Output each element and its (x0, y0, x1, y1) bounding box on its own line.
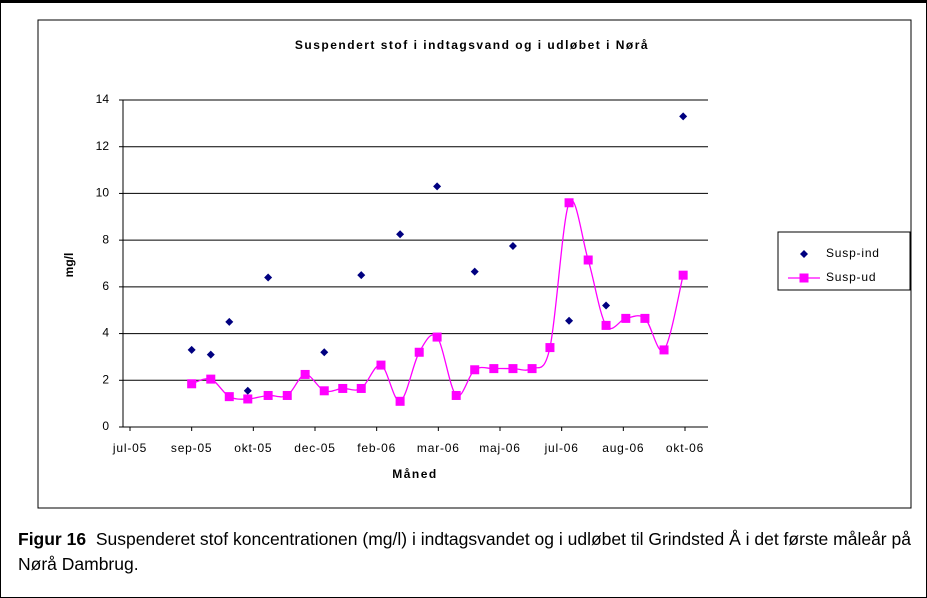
diamond-marker (679, 112, 688, 121)
square-marker (356, 383, 366, 393)
diamond-marker (565, 316, 574, 325)
square-marker (564, 198, 574, 208)
square-marker (508, 364, 518, 374)
square-marker (206, 374, 216, 384)
square-marker (799, 273, 809, 283)
diamond-marker (320, 348, 329, 357)
x-tick-label: mar-06 (417, 441, 460, 455)
y-tick-label: 12 (96, 139, 110, 153)
y-tick-label: 8 (102, 232, 109, 246)
x-tick-label: aug-06 (602, 441, 644, 455)
square-marker (263, 390, 273, 400)
caption-label: Figur 16 (18, 529, 87, 549)
y-tick-label: 2 (102, 372, 109, 386)
y-tick-label: 10 (96, 186, 110, 200)
diamond-marker (602, 301, 611, 310)
diamond-marker (206, 350, 215, 359)
y-tick-label: 14 (96, 92, 110, 106)
square-marker (583, 255, 593, 265)
series-line (191, 199, 684, 402)
square-marker (621, 313, 631, 323)
square-marker (678, 270, 688, 280)
diamond-marker (225, 317, 234, 326)
x-tick-label: okt-05 (234, 441, 272, 455)
x-axis-label: Måned (392, 467, 438, 481)
square-marker (224, 392, 234, 402)
y-tick-label: 0 (102, 419, 109, 433)
square-marker (414, 347, 424, 357)
square-marker (243, 394, 253, 404)
square-marker (319, 386, 329, 396)
y-axis-label: mg/l (62, 253, 76, 278)
diamond-marker (187, 345, 196, 354)
x-tick-label: sep-05 (171, 441, 213, 455)
x-tick-label: feb-06 (357, 441, 396, 455)
diamond-marker (264, 273, 273, 282)
square-marker (659, 345, 669, 355)
square-marker (640, 313, 650, 323)
square-marker (282, 390, 292, 400)
diamond-marker (508, 241, 517, 250)
square-marker (376, 360, 386, 370)
legend-label: Susp-ind (826, 246, 880, 260)
square-marker (451, 390, 461, 400)
diamond-marker (800, 250, 808, 258)
square-marker (300, 369, 310, 379)
caption-text: Suspenderet stof koncentrationen (mg/l) … (18, 529, 911, 574)
square-marker (395, 396, 405, 406)
square-marker (545, 343, 555, 353)
legend-label: Susp-ud (826, 270, 876, 284)
diamond-marker (396, 230, 405, 239)
chart-title: Suspendert stof i indtagsvand og i udløb… (295, 38, 649, 52)
square-marker (527, 364, 537, 374)
x-tick-label: maj-06 (479, 441, 520, 455)
diamond-marker (357, 271, 366, 280)
square-marker (187, 379, 197, 389)
square-marker (489, 364, 499, 374)
y-tick-label: 4 (102, 326, 109, 340)
square-marker (601, 320, 611, 330)
x-tick-label: jul-05 (112, 441, 147, 455)
square-marker (338, 383, 348, 393)
x-tick-label: dec-05 (294, 441, 336, 455)
y-tick-label: 6 (102, 279, 109, 293)
diamond-marker (243, 386, 252, 395)
x-tick-label: jul-06 (544, 441, 579, 455)
caption: Figur 16 Suspenderet stof koncentratione… (18, 527, 918, 577)
square-marker (432, 332, 442, 342)
diamond-marker (433, 182, 442, 191)
diamond-marker (470, 267, 479, 276)
square-marker (470, 365, 480, 375)
x-tick-label: okt-06 (666, 441, 704, 455)
